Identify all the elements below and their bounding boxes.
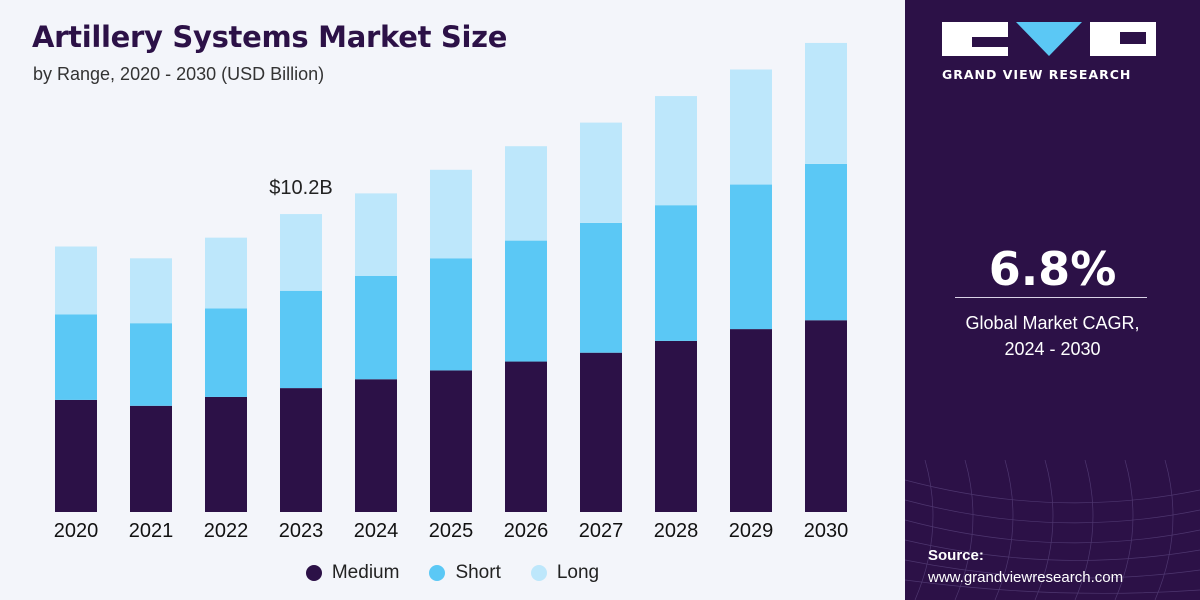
bar-short-2020 (55, 314, 97, 400)
brand-sidebar: GRAND VIEW RESEARCH 6.8% Global Market C… (905, 0, 1200, 600)
legend-label: Short (455, 562, 501, 583)
bar-long-2023 (280, 214, 322, 291)
bar-medium-2023 (280, 388, 322, 512)
mesh-background-graphic (905, 460, 1200, 600)
bar-stack-2026 (505, 146, 547, 512)
bar-stack-2030 (805, 42, 847, 512)
bar-medium-2024 (355, 379, 397, 512)
logo-g-shape (942, 22, 1008, 56)
source-note: Source: www.grandviewresearch.com (928, 545, 1123, 589)
bar-long-2025 (430, 169, 472, 259)
legend-swatch (530, 565, 547, 581)
bar-short-2023 (280, 290, 322, 389)
bar-stack-2020 (55, 246, 97, 512)
bar-medium-2025 (430, 370, 472, 512)
bar-stack-2028 (655, 96, 697, 512)
stacked-bar-chart: 2020 2021 2022 2023 $10.2B 2024 2025 2026 2027 20… (54, 42, 849, 542)
x-tick-label: 2029 (729, 520, 774, 542)
bar-long-2030 (805, 42, 847, 164)
x-tick-label: 2030 (804, 520, 849, 542)
source-url[interactable]: www.grandviewresearch.com (928, 569, 1124, 586)
bar-long-2022 (205, 237, 247, 309)
legend-swatch (429, 565, 446, 581)
bar-medium-2027 (580, 352, 622, 512)
bar-stack-2023 (280, 214, 322, 512)
bar-long-2021 (130, 258, 172, 324)
x-tick-label: 2020 (54, 520, 99, 542)
grand-view-research-logo: GRAND VIEW RESEARCH (942, 22, 1162, 82)
bar-short-2027 (580, 222, 622, 353)
legend-item-medium: Medium (305, 562, 400, 584)
x-tick-label: 2027 (579, 520, 624, 542)
legend-label: Medium (331, 562, 400, 583)
bar-stack-2027 (580, 122, 622, 512)
x-tick-label: 2025 (429, 520, 474, 542)
cagr-label-line1: Global Market CAGR, (965, 313, 1140, 333)
bar-short-2021 (130, 323, 172, 406)
chart-title: Artillery Systems Market Size (32, 20, 508, 54)
x-tick-label: 2028 (654, 520, 699, 542)
legend-label: Long (556, 562, 600, 583)
x-tick-label: 2026 (504, 520, 549, 542)
legend-item-long: Long (530, 562, 600, 584)
bar-short-2024 (355, 276, 397, 380)
logo-mark-icon (942, 22, 1162, 58)
bar-short-2028 (655, 205, 697, 341)
legend-swatch (305, 565, 322, 581)
chart-subtitle: by Range, 2020 - 2030 (USD Billion) (33, 64, 325, 84)
chart-legend: Medium Short Long (0, 562, 905, 584)
cagr-value: 6.8% (988, 242, 1117, 296)
bar-stack-2024 (355, 193, 397, 512)
bar-short-2026 (505, 240, 547, 362)
bar-total-label: $10.2B (269, 177, 332, 199)
logo-v-shape (1016, 22, 1082, 56)
chart-panel: Artillery Systems Market Size by Range, … (0, 0, 905, 600)
bar-short-2029 (730, 184, 772, 330)
x-tick-label: 2021 (129, 520, 174, 542)
logo-text: GRAND VIEW RESEARCH (942, 67, 1132, 82)
bar-short-2030 (805, 163, 847, 321)
bar-medium-2030 (805, 320, 847, 512)
cagr-label-line2: 2024 - 2030 (1004, 339, 1101, 359)
bar-short-2022 (205, 308, 247, 397)
logo-r-shape (1090, 22, 1156, 56)
bar-long-2028 (655, 96, 697, 206)
bar-medium-2020 (55, 399, 97, 512)
bar-long-2026 (505, 146, 547, 241)
x-tick-label: 2024 (354, 520, 399, 542)
bar-long-2024 (355, 193, 397, 276)
cagr-label: Global Market CAGR, 2024 - 2030 (905, 310, 1200, 362)
source-title: Source: (928, 547, 984, 564)
bar-long-2027 (580, 122, 622, 223)
x-tick-label: 2023 (279, 520, 324, 542)
bar-medium-2022 (205, 396, 247, 512)
bar-medium-2021 (130, 405, 172, 512)
legend-item-short: Short (429, 562, 501, 584)
x-tick-label: 2022 (204, 520, 249, 542)
bar-short-2025 (430, 258, 472, 371)
bar-long-2020 (55, 246, 97, 315)
bar-medium-2028 (655, 340, 697, 512)
bar-stack-2022 (205, 237, 247, 512)
bar-stack-2029 (730, 69, 772, 512)
bar-medium-2029 (730, 329, 772, 512)
bar-long-2029 (730, 69, 772, 185)
bar-medium-2026 (505, 361, 547, 512)
cagr-divider (955, 297, 1147, 298)
bar-stack-2021 (130, 258, 172, 512)
bar-stack-2025 (430, 169, 472, 512)
